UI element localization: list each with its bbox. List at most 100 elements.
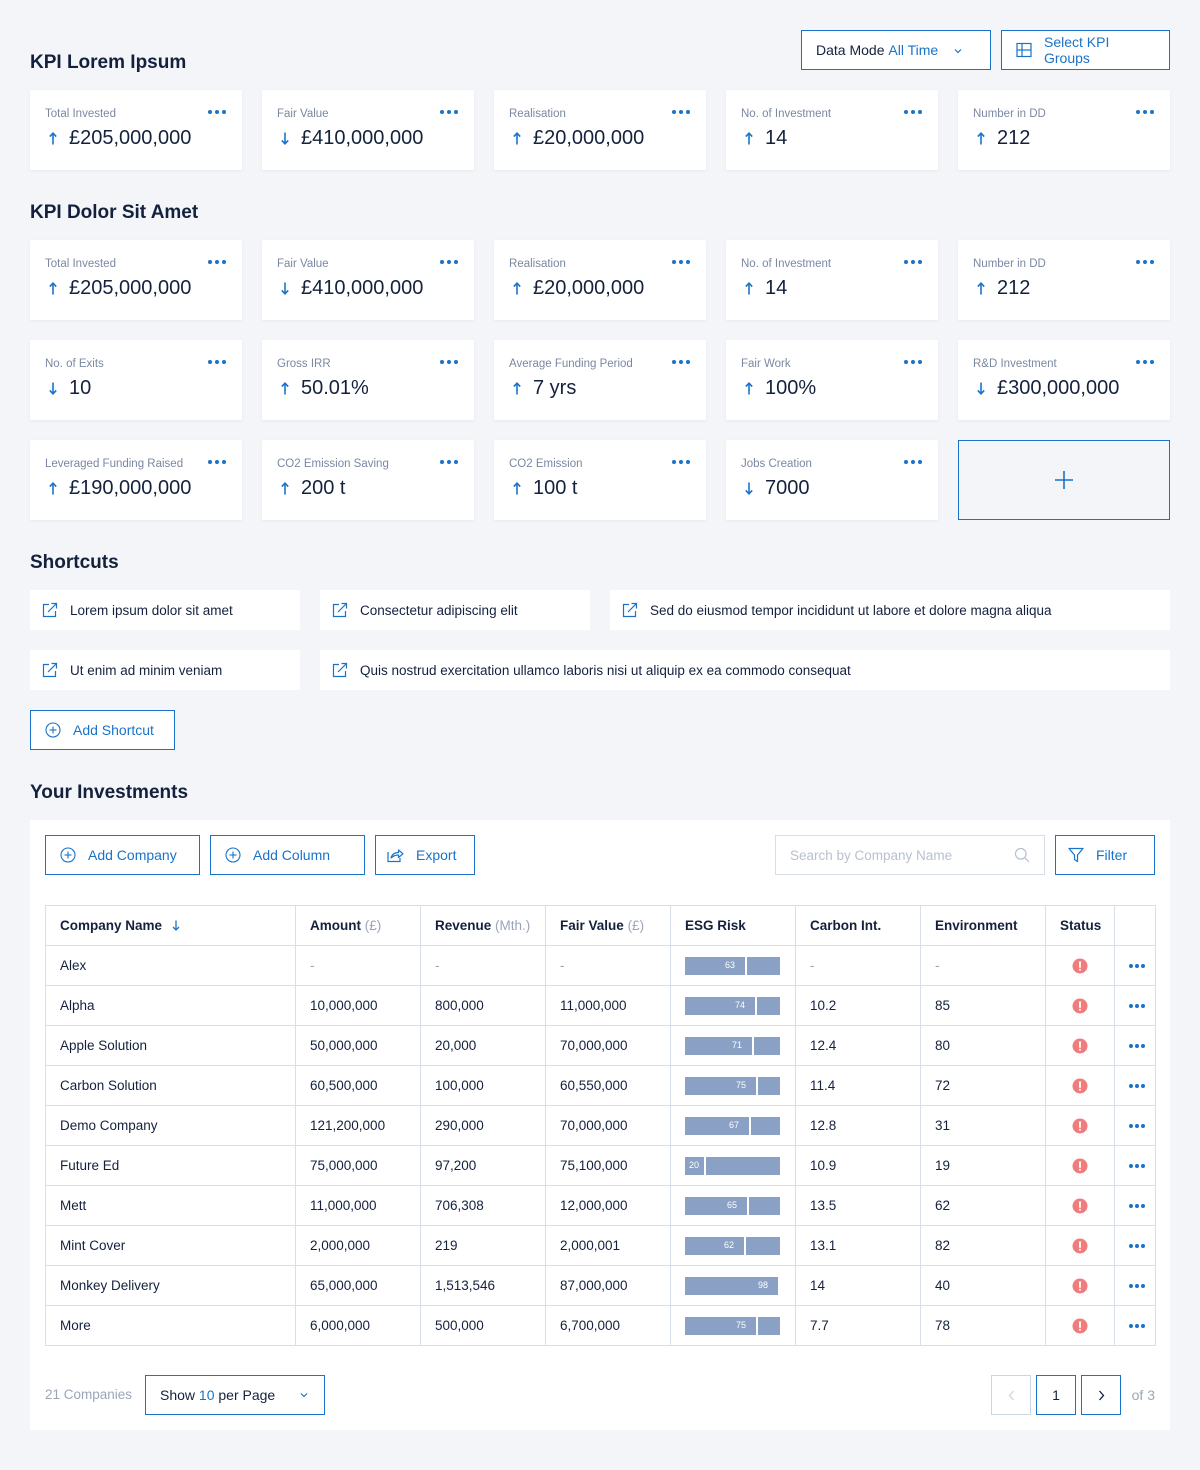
kpi-card: Total Invested £205,000,000 <box>30 90 242 170</box>
alert-icon[interactable] <box>1072 1278 1088 1294</box>
alert-icon[interactable] <box>1072 1158 1088 1174</box>
table-row[interactable]: Apple Solution 50,000,000 20,000 70,000,000… <box>45 1025 1156 1066</box>
alert-icon[interactable] <box>1072 1038 1088 1054</box>
company-name-cell[interactable]: Apple Solution <box>45 1025 296 1066</box>
esg-risk-cell: 62 <box>670 1225 796 1266</box>
alert-icon[interactable] <box>1072 998 1088 1014</box>
shortcut-item[interactable]: Quis nostrud exercitation ullamco labori… <box>320 650 1170 690</box>
more-dots-icon[interactable] <box>1136 360 1154 366</box>
next-page-button[interactable] <box>1081 1375 1121 1415</box>
more-dots-icon[interactable] <box>904 110 922 116</box>
per-page-prefix: Show <box>160 1387 196 1403</box>
esg-risk-value: 75 <box>736 1079 747 1090</box>
table-row[interactable]: More 6,000,000 500,000 6,700,000 75 7.7 78 <box>45 1305 1156 1346</box>
kpi-card: Jobs Creation 7000 <box>726 440 938 520</box>
more-dots-icon[interactable] <box>1136 110 1154 116</box>
more-dots-icon[interactable] <box>208 360 226 366</box>
alert-icon[interactable] <box>1072 1238 1088 1254</box>
company-name-cell[interactable]: Alpha <box>45 985 296 1026</box>
prev-page-button[interactable] <box>991 1375 1031 1415</box>
more-dots-icon[interactable] <box>440 360 458 366</box>
shortcut-item[interactable]: Ut enim ad minim veniam <box>30 650 300 690</box>
esg-risk-marker <box>745 956 747 975</box>
more-dots-icon[interactable] <box>1129 1083 1145 1088</box>
sort-down-icon[interactable] <box>172 920 180 931</box>
more-dots-icon[interactable] <box>1129 1003 1145 1008</box>
search-icon[interactable] <box>1014 847 1030 863</box>
table-row[interactable]: Mett 11,000,000 706,308 12,000,000 65 13.5 62 <box>45 1185 1156 1226</box>
shortcut-item[interactable]: Lorem ipsum dolor sit amet <box>30 590 300 630</box>
company-name-cell[interactable]: Mint Cover <box>45 1225 296 1266</box>
add-column-button[interactable]: Add Column <box>210 835 365 875</box>
company-name-cell[interactable]: More <box>45 1305 296 1346</box>
more-dots-icon[interactable] <box>208 460 226 466</box>
company-name-cell[interactable]: Demo Company <box>45 1105 296 1146</box>
export-button[interactable]: Export <box>375 835 475 875</box>
table-row[interactable]: Alpha 10,000,000 800,000 11,000,000 74 10.2 85 <box>45 985 1156 1026</box>
more-dots-icon[interactable] <box>1129 1043 1145 1048</box>
alert-icon[interactable] <box>1072 958 1088 974</box>
add-shortcut-button[interactable]: Add Shortcut <box>30 710 175 750</box>
more-dots-icon[interactable] <box>440 260 458 266</box>
more-dots-icon[interactable] <box>208 110 226 116</box>
more-dots-icon[interactable] <box>1129 1203 1145 1208</box>
more-dots-icon[interactable] <box>1129 1243 1145 1248</box>
company-name-cell[interactable]: Mett <box>45 1185 296 1226</box>
more-dots-icon[interactable] <box>440 110 458 116</box>
more-dots-icon[interactable] <box>1129 1123 1145 1128</box>
table-row[interactable]: Carbon Solution 60,500,000 100,000 60,550,0… <box>45 1065 1156 1106</box>
table-row[interactable]: Mint Cover 2,000,000 219 2,000,001 62 13.1 82 <box>45 1225 1156 1266</box>
current-page[interactable]: 1 <box>1036 1375 1076 1415</box>
more-dots-icon[interactable] <box>672 460 690 466</box>
company-name-cell[interactable]: Monkey Delivery <box>45 1265 296 1306</box>
amount-cell: 6,000,000 <box>295 1305 421 1346</box>
alert-icon[interactable] <box>1072 1318 1088 1334</box>
add-kpi-button[interactable] <box>958 440 1170 520</box>
more-dots-icon[interactable] <box>208 260 226 266</box>
add-company-button[interactable]: Add Company <box>45 835 200 875</box>
more-dots-icon[interactable] <box>1129 1283 1145 1288</box>
more-dots-icon[interactable] <box>1129 1163 1145 1168</box>
more-dots-icon[interactable] <box>672 110 690 116</box>
column-header[interactable]: Company Name <box>45 905 296 946</box>
alert-icon[interactable] <box>1072 1118 1088 1134</box>
esg-risk-cell: 75 <box>670 1305 796 1346</box>
more-dots-icon[interactable] <box>440 460 458 466</box>
kpi-label: Realisation <box>509 258 566 270</box>
more-dots-icon[interactable] <box>672 260 690 266</box>
table-row[interactable]: Monkey Delivery 65,000,000 1,513,546 87,000… <box>45 1265 1156 1306</box>
shortcut-item[interactable]: Sed do eiusmod tempor incididunt ut labo… <box>610 590 1170 630</box>
kpi-label: No. of Investment <box>741 108 832 120</box>
column-header: Amount (£) <box>295 905 421 946</box>
table-row[interactable]: Alex - - -63- - <box>45 945 1156 986</box>
esg-risk-bar: 20 <box>685 1156 780 1175</box>
alert-icon[interactable] <box>1072 1198 1088 1214</box>
company-name-cell[interactable]: Alex <box>45 945 296 986</box>
more-dots-icon[interactable] <box>904 260 922 266</box>
more-dots-icon[interactable] <box>672 360 690 366</box>
per-page-select[interactable]: Show 10 per Page <box>145 1375 325 1415</box>
row-actions-cell <box>1114 985 1156 1026</box>
per-page-suffix: per Page <box>218 1387 276 1403</box>
more-dots-icon[interactable] <box>1129 963 1145 968</box>
chevron-down-icon <box>300 1393 308 1398</box>
filter-button[interactable]: Filter <box>1055 835 1155 875</box>
more-dots-icon[interactable] <box>1129 1323 1145 1328</box>
data-mode-select[interactable]: Data Mode All Time <box>801 30 991 70</box>
shortcut-item[interactable]: Consectetur adipiscing elit <box>320 590 590 630</box>
more-dots-icon[interactable] <box>904 360 922 366</box>
revenue-cell: - <box>420 945 546 986</box>
select-kpi-groups-button[interactable]: Select KPI Groups <box>1001 30 1170 70</box>
alert-icon[interactable] <box>1072 1078 1088 1094</box>
row-actions-cell <box>1114 1265 1156 1306</box>
more-dots-icon[interactable] <box>904 460 922 466</box>
company-name-cell[interactable]: Future Ed <box>45 1145 296 1186</box>
carbon-int-cell: 10.9 <box>795 1145 921 1186</box>
table-row[interactable]: Future Ed 75,000,000 97,200 75,100,000 20 10.… <box>45 1145 1156 1186</box>
fair-value-cell: 75,100,000 <box>545 1145 671 1186</box>
table-row[interactable]: Demo Company 121,200,000 290,000 70,000,000… <box>45 1105 1156 1146</box>
company-name-cell[interactable]: Carbon Solution <box>45 1065 296 1106</box>
kpi-label: Fair Work <box>741 358 791 370</box>
more-dots-icon[interactable] <box>1136 260 1154 266</box>
company-search-input[interactable] <box>790 847 1014 863</box>
